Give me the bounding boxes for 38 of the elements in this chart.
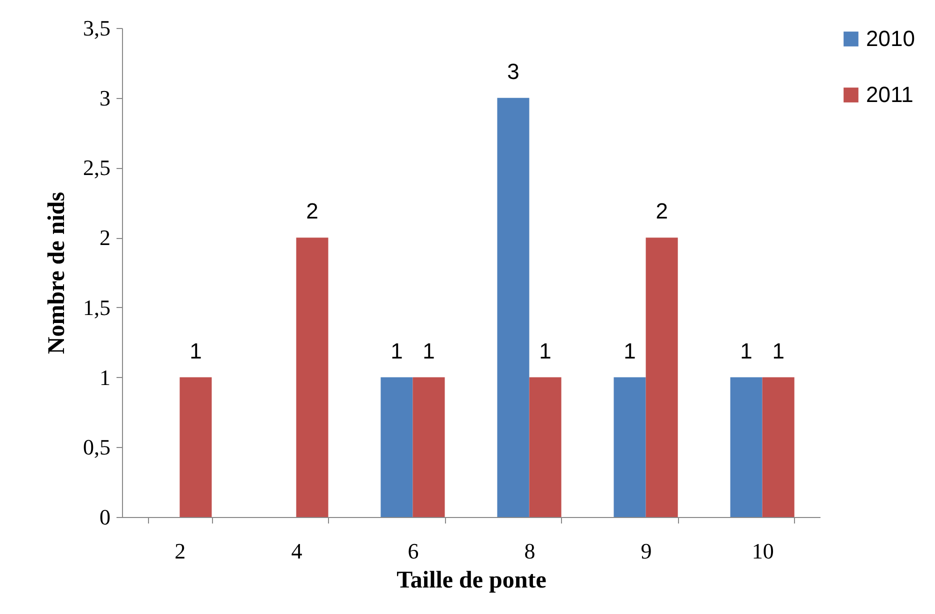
data-label: 1 — [539, 338, 552, 364]
data-label: 1 — [422, 338, 435, 364]
y-tick-label: 2 — [100, 225, 110, 250]
x-tick-label: 6 — [408, 538, 419, 564]
y-axis-title: Nombre de nids — [44, 192, 70, 354]
x-axis-title: Taille de ponte — [396, 568, 547, 594]
bar — [646, 238, 678, 517]
x-tick-label: 10 — [752, 538, 774, 564]
y-tick-label: 1 — [100, 364, 110, 390]
x-tick-label: 9 — [640, 538, 652, 564]
y-tick-label: 3 — [100, 85, 110, 110]
bar — [762, 377, 794, 517]
x-tick-label: 8 — [524, 538, 536, 564]
data-label: 2 — [306, 198, 318, 224]
legend-label: 2011 — [866, 82, 914, 107]
bar — [529, 377, 562, 517]
y-tick-label: 3,5 — [83, 16, 110, 40]
bar — [730, 377, 762, 517]
x-tick-label: 2 — [174, 538, 186, 564]
data-label: 1 — [390, 338, 403, 364]
data-label: 2 — [656, 198, 668, 224]
bar — [614, 377, 646, 517]
data-label: 1 — [772, 338, 784, 364]
bar — [180, 377, 212, 517]
y-tick-label: 0 — [100, 504, 110, 530]
y-tick-label: 0,5 — [83, 434, 110, 460]
data-label: 1 — [190, 338, 202, 364]
y-tick-label: 2,5 — [83, 155, 110, 180]
data-label: 3 — [507, 58, 520, 84]
x-tick-label: 4 — [291, 538, 302, 564]
bar — [380, 377, 413, 517]
bar — [412, 377, 445, 517]
bar — [497, 98, 530, 517]
legend-label: 2010 — [866, 26, 915, 51]
bar — [296, 238, 328, 517]
data-label: 1 — [624, 338, 636, 364]
y-tick-label: 1,5 — [83, 294, 110, 320]
data-label: 1 — [740, 338, 752, 364]
